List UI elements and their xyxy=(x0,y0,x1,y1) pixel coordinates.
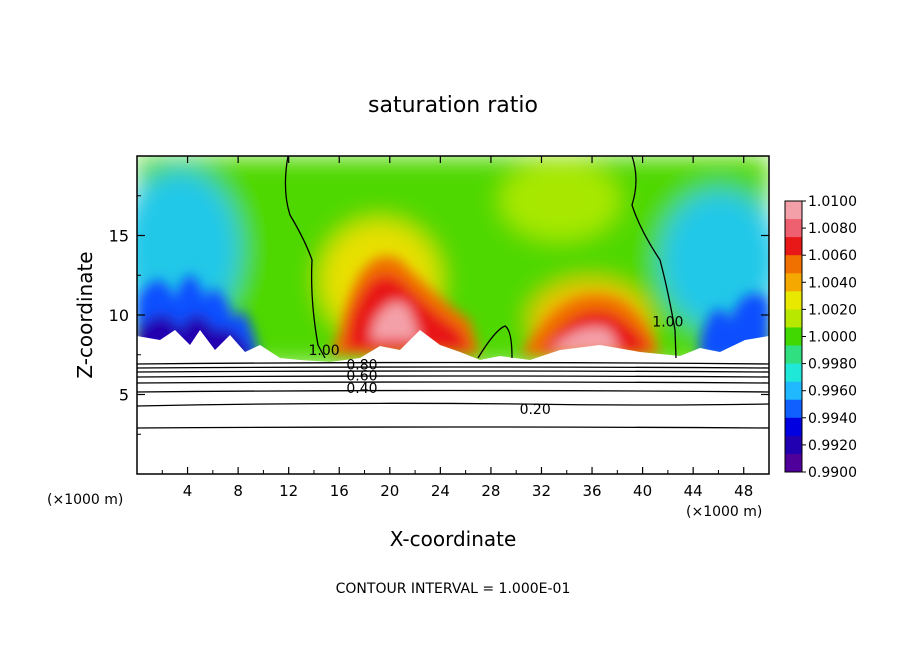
contour-label: 1.00 xyxy=(652,314,683,330)
x-unit-label-left: (×1000 m) xyxy=(47,492,123,508)
colorbar-swatch xyxy=(785,345,802,365)
heatmap-field xyxy=(137,156,769,474)
colorbar-label: 1.0020 xyxy=(808,302,857,318)
colorbar-label: 0.9940 xyxy=(808,411,857,427)
contour-label: 0.20 xyxy=(520,402,551,418)
contour-label: 0.40 xyxy=(346,381,377,397)
contour-label: 0.60 xyxy=(346,368,377,384)
y-tick-label: 15 xyxy=(109,227,129,246)
colorbar-swatch xyxy=(785,201,802,220)
colorbar-label: 0.9980 xyxy=(808,357,857,373)
x-tick-label: 4 xyxy=(183,482,193,500)
y-tick-label: 10 xyxy=(109,306,129,325)
x-tick-label: 44 xyxy=(684,482,703,500)
colorbar-label: 1.0000 xyxy=(808,330,857,346)
x-tick-label: 28 xyxy=(481,482,500,500)
colorbar-swatch xyxy=(785,273,802,292)
colorbar-swatch xyxy=(785,327,802,347)
colorbar-swatch xyxy=(785,309,802,328)
y-axis: 5 10 15 xyxy=(109,195,769,435)
colorbar-label: 1.0100 xyxy=(808,194,857,210)
colorbar-label: 0.9960 xyxy=(808,384,857,400)
chart-title: saturation ratio xyxy=(368,93,538,118)
x-tick-label: 24 xyxy=(431,482,450,500)
colorbar: 1.0100 1.0080 1.0060 1.0040 1.0020 1.0000 0.99… xyxy=(784,194,857,481)
colorbar-swatch xyxy=(785,399,802,419)
colorbar-label: 1.0060 xyxy=(808,248,857,264)
colorbar-swatch xyxy=(785,237,802,256)
colorbar-swatch xyxy=(785,363,802,383)
x-tick-label: 32 xyxy=(532,482,551,500)
x-tick-label: 8 xyxy=(233,482,243,500)
x-axis: 4 8 12 16 20 24 28 32 36 40 44 48 xyxy=(161,156,753,500)
x-tick-label: 20 xyxy=(380,482,399,500)
colorbar-swatch xyxy=(785,291,802,310)
colorbar-swatch xyxy=(785,381,802,401)
colorbar-swatch xyxy=(785,417,802,437)
y-axis-label: Z-coordinate xyxy=(73,251,97,378)
x-tick-label: 12 xyxy=(279,482,298,500)
x-tick-label: 16 xyxy=(330,482,349,500)
contour-labels: 1.00 1.00 0.800.600.40 0.20 xyxy=(308,314,683,417)
colorbar-swatch xyxy=(785,453,802,473)
x-unit-label-right: (×1000 m) xyxy=(686,504,762,520)
contour-label: 1.00 xyxy=(308,343,339,359)
colorbar-label: 1.0040 xyxy=(808,275,857,291)
y-tick-label: 5 xyxy=(119,386,129,405)
x-tick-label: 48 xyxy=(734,482,753,500)
colorbar-label: 0.9900 xyxy=(808,465,857,481)
contour-interval-note: CONTOUR INTERVAL = 1.000E-01 xyxy=(336,581,571,597)
contour-lines xyxy=(137,156,769,429)
colorbar-label: 0.9920 xyxy=(808,438,857,454)
contour-label: 0.80 xyxy=(346,357,377,373)
colorbar-label: 1.0080 xyxy=(808,221,857,237)
colorbar-swatch xyxy=(785,219,802,238)
colorbar-swatch xyxy=(785,435,802,455)
x-tick-label: 40 xyxy=(633,482,652,500)
x-tick-label: 36 xyxy=(582,482,601,500)
colorbar-swatch xyxy=(785,255,802,274)
x-axis-label: X-coordinate xyxy=(390,527,517,551)
